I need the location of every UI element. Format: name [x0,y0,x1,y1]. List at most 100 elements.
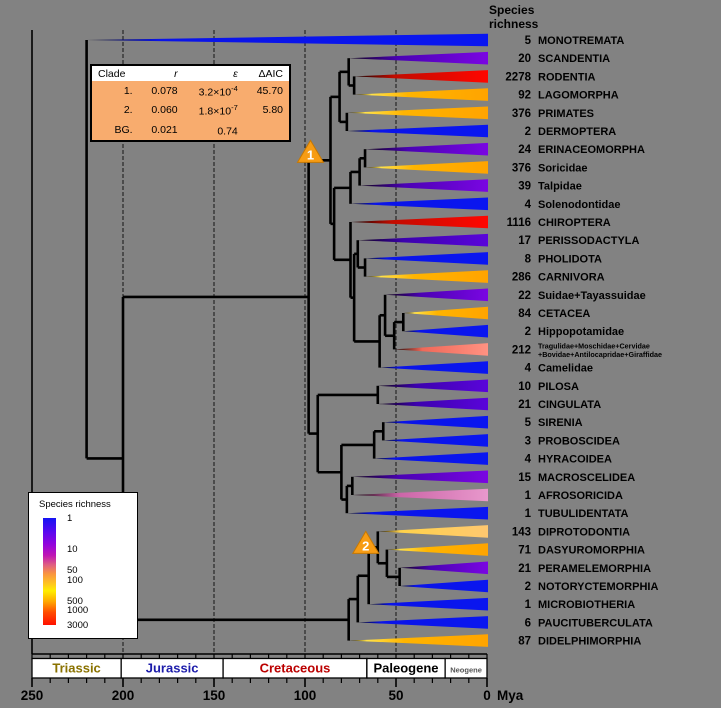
wedge-ERINACEOMORPHA [365,142,488,156]
richness-value-ERINACEOMORPHA: 24 [518,144,531,156]
clade-label-LAGOMORPHA: LAGOMORPHA [538,90,619,102]
clade2-id: 2. [91,100,139,120]
richness-value-DIPROTODONTIA: 143 [512,526,531,538]
clade1-epsilon: 3.2×10-4 [183,81,244,101]
clade-label-PERAMELEMORPHIA: PERAMELEMORPHIA [538,563,651,575]
wedge-HYRACOIDEA [374,452,488,465]
species-richness-legend: Species richness 1 10 50 100 500 1000 3000 [28,492,138,639]
stats-row-background: BG. 0.021 0.74 [91,120,290,141]
wedge-MONOTREMATA [86,33,488,47]
species-richness-header: Species richness [489,3,538,31]
axis-tick-label-100: 100 [294,688,317,703]
axis-tick-label-0: 0 [483,688,491,703]
wedge-RODENTIA [354,70,488,83]
col-clade: Clade [91,65,139,81]
clade-label-PHOLIDOTA: PHOLIDOTA [538,253,602,265]
legend-color-bar [43,518,56,625]
stats-header-row: Clade r ε ΔAIC [91,65,290,81]
clade-label-SCANDENTIA: SCANDENTIA [538,53,610,65]
clade-label-ERINACEOMORPHA: ERINACEOMORPHA [538,144,645,156]
richness-value-PILOSA: 10 [518,381,531,393]
clade-label-CARNIVORA: CARNIVORA [538,272,605,284]
bg-r: 0.021 [138,120,184,141]
clade-stats-table: Clade r ε ΔAIC 1. 0.078 3.2×10-4 45.70 2… [90,64,291,142]
legend-title: Species richness [39,499,111,510]
clade-label-DIPROTODONTIA: DIPROTODONTIA [538,526,630,538]
wedge-Suidae+Tayassuidae [385,288,488,302]
wedge-PHOLIDOTA [365,252,488,265]
clade-label-PAUCITUBERCULATA: PAUCITUBERCULATA [538,617,653,629]
clade-label-RODENTIA: RODENTIA [538,71,596,83]
clade-label-PRIMATES: PRIMATES [538,108,594,120]
legend-tick-50: 50 [67,565,78,577]
richness-value-CETACEA: 84 [518,308,531,320]
axis-tick-label-50: 50 [388,688,403,703]
clade-marker-2 [351,530,380,554]
richness-value-DIDELPHIMORPHIA: 87 [518,636,531,648]
richness-value-PERAMELEMORPHIA: 21 [518,563,531,575]
period-label-neogene: Neogene [450,666,482,675]
wedge-PAUCITUBERCULATA [357,616,488,629]
wedge-Soricidae [365,161,488,174]
richness-value-Camelidae: 4 [525,363,532,375]
richness-value-AFROSORICIDA: 1 [525,490,532,502]
richness-value-NOTORYCTEMORPHIA: 2 [525,581,531,593]
wedge-PERISSODACTYLA [357,233,488,247]
richness-value-PERISSODACTYLA: 17 [518,235,531,247]
clade-label-MACROSCELIDEA: MACROSCELIDEA [538,472,635,484]
clade-marker-1 [296,139,325,163]
clade-label-Hippopotamidae: Hippopotamidae [538,326,624,338]
period-box-neogene [444,657,488,679]
wedge-DIDELPHIMORPHIA [348,634,488,647]
clade-label-MONOTREMATA: MONOTREMATA [538,35,624,47]
period-label-triassic: Triassic [52,661,100,676]
col-epsilon: ε [183,65,244,81]
wedge-Camelidae [379,361,488,374]
wedge-LAGOMORPHA [354,88,488,101]
col-daic: ΔAIC [243,65,290,81]
richness-value-MICROBIOTHERIA: 1 [525,599,532,611]
wedge-PRIMATES [346,106,488,120]
wedge-SIRENIA [383,415,488,429]
wedge-DIPROTODONTIA [377,525,488,538]
bg-daic [243,120,290,141]
clade2-epsilon: 1.8×10-7 [183,100,244,120]
clade-label-PROBOSCIDEA: PROBOSCIDEA [538,435,620,447]
richness-value-DERMOPTERA: 2 [525,126,531,138]
clade-label-TUBULIDENTATA: TUBULIDENTATA [538,508,628,520]
richness-value-RODENTIA: 2278 [505,71,531,83]
clade-marker-number-1: 1 [307,147,314,162]
legend-tick-10: 10 [67,543,78,555]
col-r: r [138,65,184,81]
clade-label-CINGULATA: CINGULATA [538,399,601,411]
header-line1: Species [489,3,535,17]
clade-label-CHIROPTERA: CHIROPTERA [538,217,611,229]
clade-label-DIDELPHIMORPHIA: DIDELPHIMORPHIA [538,636,641,648]
period-label-jurassic: Jurassic [146,661,199,676]
wedge-CARNIVORA [365,270,488,283]
bg-epsilon: 0.74 [183,120,244,141]
clade-label-DERMOPTERA: DERMOPTERA [538,126,616,138]
period-label-paleogene: Paleogene [373,661,438,676]
wedge-AFROSORICIDA [352,488,488,502]
clade-label-Camelidae: Camelidae [538,363,593,375]
richness-value-PROBOSCIDEA: 3 [525,435,531,447]
richness-value-DASYUROMORPHIA: 71 [518,545,531,557]
axis-tick-label-200: 200 [112,688,135,703]
wedge-PERAMELEMORPHIA [399,561,488,575]
richness-value-PAUCITUBERCULATA: 6 [525,617,531,629]
axis-tick-label-150: 150 [203,688,226,703]
clade-label-Talpidae: Talpidae [538,181,582,193]
bg-id: BG. [91,120,139,141]
wedge-NOTORYCTEMORPHIA [399,579,488,593]
wedge-Tragulidae [394,343,488,356]
richness-value-TUBULIDENTATA: 1 [525,508,532,520]
richness-value-SIRENIA: 5 [525,417,532,429]
wedge-SCANDENTIA [348,51,488,65]
period-label-cretaceous: Cretaceous [260,661,331,676]
axis-unit-label: Mya [497,688,524,703]
header-line2: richness [489,17,539,31]
clade1-daic: 45.70 [243,81,290,101]
clade-label-SIRENIA: SIRENIA [538,417,583,429]
